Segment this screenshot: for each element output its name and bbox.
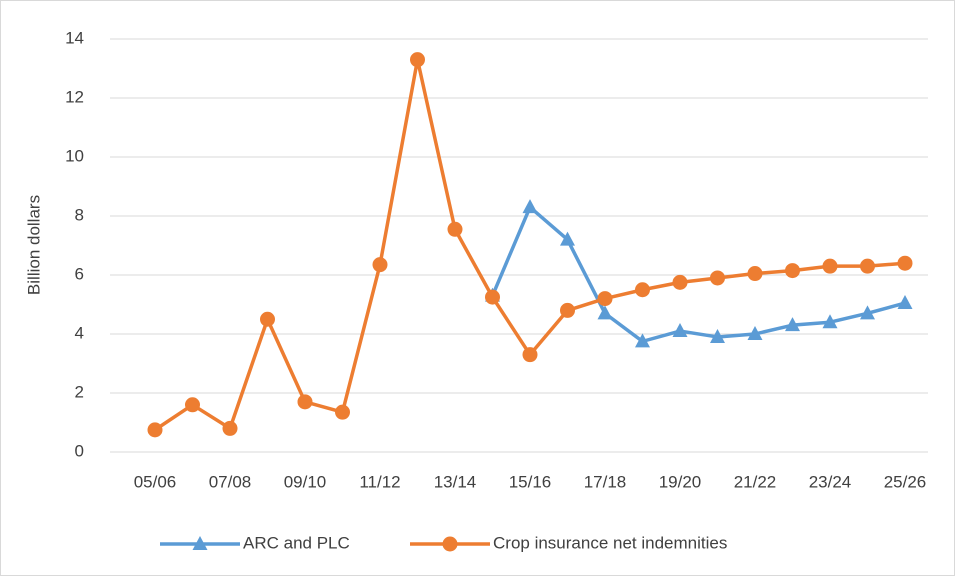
point xyxy=(860,258,875,274)
y-tick-label: 2 xyxy=(75,382,84,401)
point xyxy=(447,221,463,237)
point xyxy=(672,323,688,338)
point xyxy=(597,305,613,320)
point xyxy=(897,295,913,310)
legend-label: Crop insurance net indemnities xyxy=(493,533,727,552)
x-tick-label: 09/10 xyxy=(284,472,327,491)
point xyxy=(485,289,500,305)
point xyxy=(672,274,688,290)
point xyxy=(522,199,538,214)
point xyxy=(747,266,763,282)
y-tick-label: 0 xyxy=(75,441,84,460)
point xyxy=(822,314,838,329)
x-tick-label: 19/20 xyxy=(659,472,702,491)
y-tick-label: 12 xyxy=(65,87,84,106)
point xyxy=(372,257,388,273)
point xyxy=(335,404,350,420)
point xyxy=(597,291,613,307)
y-tick-label: 10 xyxy=(65,146,84,165)
x-tick-label: 05/06 xyxy=(134,472,177,491)
y-axis-label: Billion dollars xyxy=(24,195,43,295)
x-tick-label: 23/24 xyxy=(809,472,852,491)
legend-label: ARC and PLC xyxy=(243,533,350,552)
point xyxy=(560,302,575,318)
point xyxy=(185,397,200,413)
point xyxy=(822,258,838,274)
x-tick-label: 07/08 xyxy=(209,472,252,491)
x-tick-label: 25/26 xyxy=(884,472,927,491)
x-tick-label: 17/18 xyxy=(584,472,627,491)
point xyxy=(442,536,458,552)
point xyxy=(560,231,575,246)
point xyxy=(522,347,538,363)
point xyxy=(785,317,800,332)
x-tick-label: 11/12 xyxy=(359,472,400,491)
point xyxy=(710,270,725,286)
point xyxy=(897,255,913,271)
point xyxy=(192,536,208,550)
y-tick-label: 8 xyxy=(75,205,84,224)
x-tick-label: 15/16 xyxy=(509,472,552,491)
point xyxy=(635,333,650,348)
x-tick-label: 13/14 xyxy=(434,472,477,491)
series-line xyxy=(490,205,906,344)
y-tick-label: 6 xyxy=(75,264,84,283)
y-tick-label: 14 xyxy=(65,28,84,47)
point xyxy=(635,282,650,298)
y-tick-label: 4 xyxy=(75,323,84,342)
point xyxy=(710,328,725,343)
point xyxy=(410,52,425,68)
x-tick-label: 21/22 xyxy=(734,472,777,491)
point xyxy=(297,394,313,410)
point xyxy=(147,422,163,438)
point xyxy=(747,326,763,340)
point xyxy=(785,263,800,279)
point xyxy=(860,305,875,320)
point xyxy=(260,311,275,327)
point xyxy=(222,420,238,436)
